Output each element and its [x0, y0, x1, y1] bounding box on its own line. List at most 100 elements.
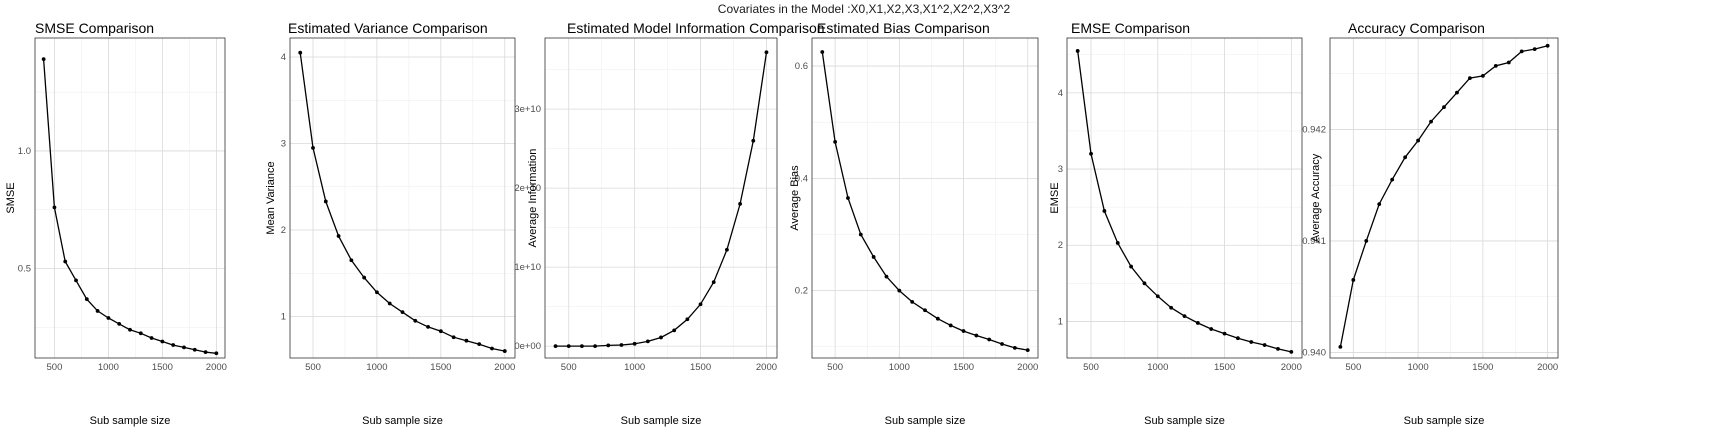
series-line: [42, 59, 217, 354]
data-point: [566, 344, 571, 349]
y-axis-label: EMSE: [1049, 182, 1061, 213]
x-tick-label: 1500: [953, 362, 974, 373]
chart-title: EMSE Comparison: [1071, 20, 1190, 36]
data-point: [1276, 346, 1280, 351]
series-line: [299, 52, 505, 352]
data-point: [1000, 342, 1004, 346]
data-point: [117, 321, 122, 326]
data-point: [1182, 314, 1187, 318]
x-tick-label: 1500: [690, 362, 711, 373]
data-point: [1338, 344, 1343, 349]
data-point: [438, 329, 443, 334]
chart-panel-5: 500 1000 1500 2000 1 2 3 4 EMSE Comparison Sub sa…: [1049, 20, 1303, 427]
data-point: [1545, 43, 1550, 48]
data-point: [619, 343, 624, 347]
data-point: [858, 232, 863, 237]
y-axis-label: Average Information: [527, 149, 539, 248]
data-point: [203, 350, 208, 355]
y-tick-label: 0.4: [795, 173, 808, 184]
data-point: [672, 328, 677, 333]
x-axis-label: Sub sample size: [621, 415, 702, 427]
data-point: [1480, 74, 1485, 78]
data-point: [1102, 209, 1107, 213]
data-point: [1390, 177, 1395, 182]
data-point: [95, 309, 100, 313]
data-point: [387, 301, 392, 306]
x-tick-label: 500: [827, 362, 843, 373]
data-point: [1089, 151, 1093, 156]
series-line: [1077, 50, 1292, 353]
data-point: [764, 50, 769, 55]
data-point: [1236, 336, 1240, 341]
x-tick-label: 1500: [430, 362, 451, 373]
data-point: [846, 196, 850, 200]
data-point: [477, 342, 482, 347]
y-tick-label: 4: [281, 52, 286, 63]
data-point: [138, 331, 143, 336]
data-point: [1142, 281, 1147, 286]
x-tick-label: 1500: [152, 362, 173, 373]
data-point: [490, 346, 494, 351]
data-point: [464, 338, 469, 343]
x-tick-label: 1000: [889, 362, 910, 373]
data-point: [298, 50, 303, 55]
data-point: [606, 343, 611, 348]
data-point: [1012, 345, 1017, 350]
data-point: [948, 323, 953, 328]
data-point: [375, 290, 379, 295]
series-line: [821, 51, 1028, 351]
data-point: [961, 329, 966, 333]
data-point: [451, 335, 456, 340]
y-tick-label: 0.941: [1302, 236, 1326, 247]
data-point: [214, 351, 219, 356]
y-tick-label: 2e+10: [514, 183, 541, 194]
y-tick-label: 1e+10: [514, 262, 541, 273]
data-point: [1403, 155, 1408, 160]
y-tick-label: 1.0: [18, 146, 31, 157]
x-axis-label: Sub sample size: [1404, 415, 1485, 427]
y-tick-label: 0.942: [1302, 124, 1326, 135]
data-point: [1262, 343, 1267, 347]
data-point: [1115, 241, 1120, 245]
y-tick-label: 0.940: [1302, 347, 1326, 358]
data-point: [632, 341, 637, 346]
x-tick-label: 2000: [756, 362, 777, 373]
y-tick-label: 4: [1058, 88, 1063, 99]
data-point: [725, 247, 729, 252]
chart-title: Estimated Variance Comparison: [288, 20, 488, 36]
data-point: [128, 327, 132, 332]
data-point: [897, 288, 902, 293]
y-tick-label: 0.2: [795, 286, 808, 297]
data-point: [182, 345, 186, 350]
data-point: [1377, 202, 1382, 207]
y-tick-label: 3: [1058, 164, 1063, 175]
data-point: [413, 318, 418, 323]
x-tick-label: 2000: [206, 362, 227, 373]
x-tick-label: 500: [1345, 362, 1361, 373]
data-point: [580, 344, 584, 349]
y-tick-label: 1: [1058, 316, 1063, 327]
data-point: [84, 297, 89, 302]
data-point: [711, 280, 716, 285]
x-tick-label: 1000: [624, 362, 645, 373]
data-point: [871, 255, 876, 259]
data-point: [336, 234, 341, 238]
data-point: [63, 259, 68, 264]
series-line: [1339, 45, 1548, 348]
data-point: [820, 50, 825, 54]
data-point: [106, 316, 111, 320]
data-point: [1532, 47, 1537, 52]
data-point: [1075, 49, 1080, 53]
y-tick-label: 0e+00: [514, 341, 541, 352]
x-tick-label: 1000: [98, 362, 119, 373]
data-point: [1429, 119, 1433, 124]
panel-border: [1066, 37, 1303, 359]
data-point: [1289, 350, 1294, 354]
chart-title: Accuracy Comparison: [1348, 20, 1485, 36]
data-point: [833, 139, 838, 144]
data-point: [553, 344, 558, 349]
x-tick-label: 500: [305, 362, 321, 373]
data-point: [1493, 63, 1498, 68]
panel-border: [34, 37, 226, 359]
y-tick-label: 3: [281, 139, 286, 150]
